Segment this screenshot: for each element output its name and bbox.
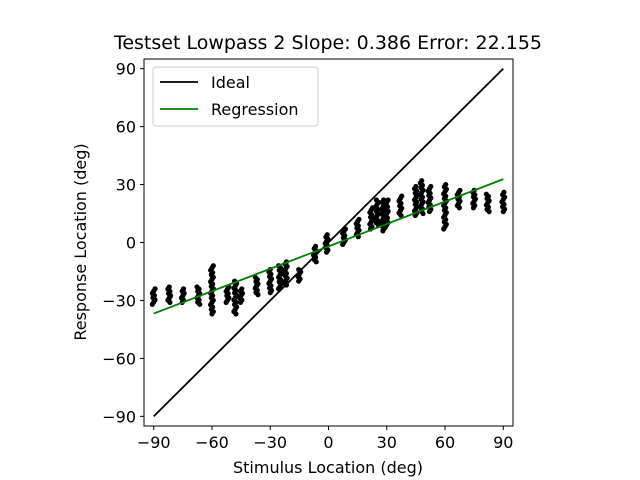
data-point [180, 286, 187, 292]
regression-line [153, 178, 504, 315]
point-cluster [470, 187, 479, 211]
data-point [483, 191, 489, 197]
x-tick-label: −60 [195, 433, 229, 452]
legend-label: Regression [211, 100, 299, 119]
point-cluster [411, 183, 420, 219]
point-cluster [382, 197, 391, 230]
point-cluster [266, 266, 275, 296]
point-cluster [367, 205, 376, 232]
point-cluster [396, 193, 405, 219]
data-point [428, 183, 434, 190]
x-tick-label: 0 [323, 433, 333, 452]
data-point [312, 243, 319, 249]
point-cluster [237, 286, 246, 305]
point-cluster [417, 178, 426, 217]
legend-label: Ideal [211, 73, 250, 92]
ideal-line [153, 68, 504, 417]
point-cluster [165, 284, 174, 305]
point-cluster [281, 259, 290, 288]
point-cluster [373, 197, 382, 228]
y-tick-label: −90 [102, 407, 136, 426]
point-cluster [178, 286, 187, 305]
point-cluster [425, 183, 434, 215]
data-point [166, 284, 172, 290]
x-tick-label: 60 [435, 433, 455, 452]
point-cluster [441, 181, 449, 232]
point-cluster [322, 232, 331, 255]
point-cluster [252, 274, 261, 298]
y-tick-label: −60 [102, 349, 136, 368]
legend: Ideal Regression [152, 66, 319, 127]
data-point [152, 286, 158, 292]
data-point [356, 216, 362, 222]
chart-title: Testset Lowpass 2 Slope: 0.386 Error: 22… [113, 32, 542, 54]
point-cluster [231, 278, 240, 317]
y-tick-label: 60 [116, 118, 136, 137]
data-point [324, 232, 330, 238]
point-cluster [454, 187, 463, 211]
point-cluster [223, 284, 232, 305]
y-axis-label: Response Location (deg) [71, 143, 90, 340]
x-tick-label: −90 [137, 433, 171, 452]
y-tick-label: 90 [116, 60, 136, 79]
axes: −90 −60 −30 0 30 60 90 −90 −60 −30 0 30 60 90 [102, 58, 514, 452]
x-axis-label: Stimulus Location (deg) [233, 458, 423, 477]
data-point [399, 193, 405, 199]
data-point [373, 197, 379, 203]
data-point [501, 189, 507, 195]
y-tick-label: −30 [102, 291, 136, 310]
y-tick-label: 30 [116, 176, 136, 195]
point-cluster [499, 189, 508, 215]
x-tick-label: 90 [493, 433, 513, 452]
data-point [419, 178, 425, 184]
x-tick-label: 30 [377, 433, 397, 452]
plot-area [149, 68, 508, 417]
data-point [443, 181, 449, 188]
data-point [413, 183, 419, 190]
data-point [385, 197, 391, 203]
data-point [210, 263, 216, 269]
data-point [239, 286, 245, 292]
data-point [457, 187, 463, 193]
y-tick-label: 0 [126, 234, 136, 253]
data-point [194, 284, 200, 290]
point-cluster [194, 284, 203, 307]
x-tick-label: −30 [253, 433, 287, 452]
point-cluster [483, 191, 492, 215]
point-cluster [149, 286, 158, 307]
